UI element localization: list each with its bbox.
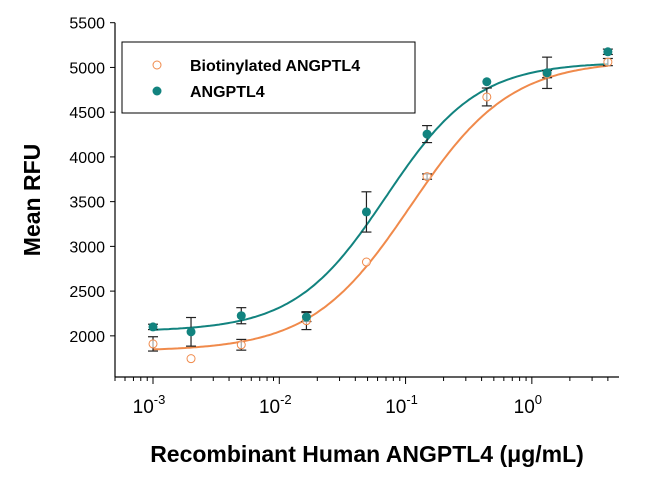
data-point-biotinylated [361,257,371,267]
y-tick-label: 3000 [69,239,105,256]
y-tick-label: 2500 [69,284,105,301]
legend-label-angptl4: ANGPTL4 [190,84,265,101]
data-point-angptl4 [361,207,371,217]
x-tick-label: 10-3 [133,392,166,418]
x-tick-label: 10-2 [259,392,292,418]
data-point-angptl4 [186,327,196,337]
fit-curve-angptl4 [153,63,608,331]
data-point-biotinylated [422,172,432,182]
y-axis-title: Mean RFU [19,144,45,256]
fit-curve-biotinylated [152,64,608,351]
data-point-angptl4 [542,68,552,78]
data-point-angptl4 [603,47,613,57]
y-tick-label: 2000 [69,329,105,346]
x-tick-label: 10-1 [385,392,418,418]
data-point-angptl4 [301,312,311,322]
data-point-biotinylated [236,340,246,350]
legend-box [121,41,416,114]
y-tick-label: 3500 [69,195,105,212]
data-points [148,47,613,364]
x-tick-label: 100 [514,392,542,418]
data-point-angptl4 [482,77,492,87]
y-tick-label: 5500 [69,16,105,33]
y-tick-label: 5000 [69,60,105,77]
data-point-biotinylated [482,92,492,102]
legend: Biotinylated ANGPTL4 ANGPTL4 [121,41,416,114]
legend-marker-biotinylated [152,60,162,70]
data-point-angptl4 [236,311,246,321]
data-point-biotinylated [148,339,158,349]
data-point-biotinylated [603,57,613,67]
legend-marker-angptl4 [152,86,162,96]
axes: 2000 2500 3000 3500 4000 4500 5000 5500 10-3 10-2… [69,16,619,418]
data-point-biotinylated [186,354,196,364]
y-tick-label: 4000 [69,150,105,167]
legend-label-biotinylated: Biotinylated ANGPTL4 [190,58,360,75]
y-tick-label: 4500 [69,105,105,122]
fit-curves [152,63,608,351]
data-point-angptl4 [422,129,432,139]
x-axis-title: Recombinant Human ANGPTL4 (μg/mL) [150,441,584,467]
data-point-angptl4 [148,322,158,332]
